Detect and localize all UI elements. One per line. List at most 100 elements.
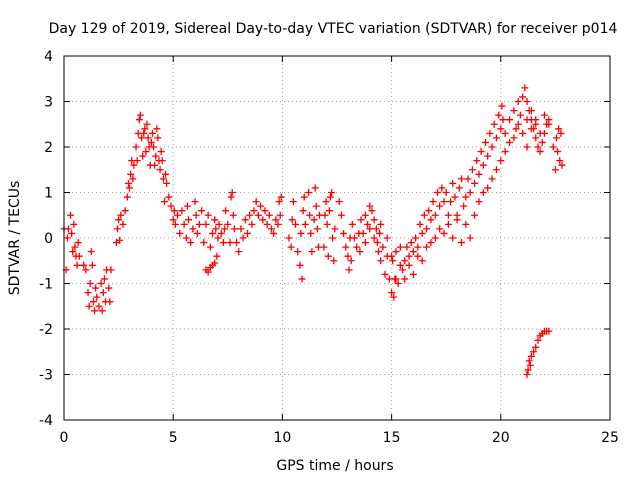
data-point — [285, 234, 293, 242]
data-point — [405, 252, 413, 260]
data-point — [248, 220, 256, 228]
data-point — [252, 198, 260, 206]
data-point — [390, 293, 398, 301]
data-point — [381, 270, 389, 278]
data-point — [235, 248, 243, 256]
data-point — [486, 129, 494, 137]
data-point — [301, 220, 309, 228]
data-point — [135, 116, 143, 124]
data-point — [277, 193, 285, 201]
data-point — [69, 248, 77, 256]
data-point — [492, 166, 500, 174]
data-point — [310, 216, 318, 224]
data-point — [453, 216, 461, 224]
data-point — [254, 211, 262, 219]
data-point — [287, 243, 295, 251]
data-point — [512, 125, 520, 133]
data-point — [84, 289, 92, 297]
data-point — [147, 138, 155, 146]
data-point — [523, 143, 531, 151]
data-point — [187, 239, 195, 247]
data-point — [123, 193, 131, 201]
data-point — [462, 193, 470, 201]
data-point — [524, 366, 532, 374]
data-point — [132, 143, 140, 151]
data-point — [464, 175, 472, 183]
data-point — [151, 161, 159, 169]
data-point — [510, 107, 518, 115]
data-point — [313, 225, 321, 233]
data-point — [263, 220, 271, 228]
data-point — [192, 211, 200, 219]
data-point — [157, 148, 165, 156]
x-tick-label: 20 — [492, 430, 510, 446]
data-point — [457, 175, 465, 183]
y-tick-label: -4 — [39, 413, 53, 429]
chart-title: Day 129 of 2019, Sidereal Day-to-day VTE… — [49, 21, 618, 37]
data-point — [484, 152, 492, 160]
data-point — [510, 134, 518, 142]
data-point — [276, 211, 284, 219]
data-point — [527, 352, 535, 360]
data-point — [99, 289, 107, 297]
data-point — [75, 252, 83, 260]
data-point — [184, 216, 192, 224]
data-point — [475, 198, 483, 206]
data-point — [468, 166, 476, 174]
data-point — [540, 111, 548, 119]
data-point — [534, 336, 542, 344]
data-point — [241, 216, 249, 224]
data-point — [501, 129, 509, 137]
data-point — [182, 234, 190, 242]
data-point — [530, 125, 538, 133]
data-point — [532, 134, 540, 142]
data-point — [554, 148, 562, 156]
data-point — [357, 216, 365, 224]
data-point — [488, 175, 496, 183]
y-tick-label: 2 — [44, 140, 53, 156]
data-point — [141, 125, 149, 133]
data-point — [523, 116, 531, 124]
data-point — [383, 234, 391, 242]
data-point — [142, 148, 150, 156]
data-point — [451, 193, 459, 201]
data-point — [117, 211, 125, 219]
data-point — [444, 211, 452, 219]
data-point — [217, 229, 225, 237]
data-point — [342, 243, 350, 251]
data-point — [305, 189, 313, 196]
data-point — [106, 298, 114, 306]
data-point — [209, 229, 217, 237]
data-point — [549, 143, 557, 151]
data-point — [499, 116, 507, 124]
data-point — [506, 116, 514, 124]
data-point — [556, 157, 564, 165]
data-point — [124, 179, 132, 187]
data-point — [447, 198, 455, 206]
data-point — [152, 152, 160, 160]
data-point — [460, 202, 468, 210]
data-point — [401, 257, 409, 265]
data-point — [228, 189, 236, 196]
data-point — [521, 84, 529, 92]
y-tick-label: 1 — [44, 186, 53, 202]
data-point — [497, 157, 505, 165]
data-point — [297, 229, 305, 237]
data-point — [329, 234, 337, 242]
data-point — [377, 257, 385, 265]
data-point — [114, 225, 122, 233]
data-point — [482, 138, 490, 146]
data-point — [105, 284, 113, 292]
data-point — [93, 293, 101, 301]
data-point — [165, 193, 173, 201]
data-point — [394, 280, 402, 287]
y-tick-label: -1 — [39, 277, 53, 293]
data-point — [328, 189, 336, 196]
data-point — [525, 357, 533, 365]
data-point — [213, 252, 221, 260]
data-point — [423, 243, 431, 251]
data-point — [331, 225, 339, 233]
data-point — [392, 248, 400, 256]
data-point — [176, 229, 184, 237]
data-point — [138, 134, 146, 142]
